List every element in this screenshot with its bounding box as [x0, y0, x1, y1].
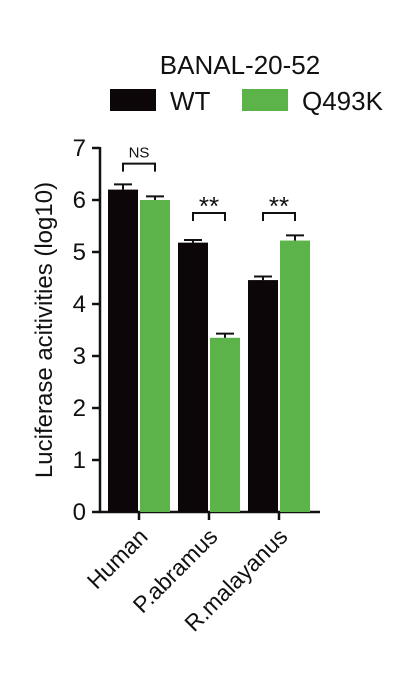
legend-label-q493k: Q493K — [302, 86, 384, 116]
legend-swatch-q493k — [242, 89, 288, 111]
y-tick-label-4: 4 — [73, 291, 86, 318]
error-bars — [114, 183, 304, 338]
significance-label-r-malayanus: ** — [269, 191, 289, 221]
bars — [108, 189, 310, 512]
y-tick-label-0: 0 — [73, 499, 86, 526]
significance-label-human: NS — [129, 145, 150, 162]
y-tick-label-7: 7 — [73, 135, 86, 162]
y-axis: 0 1 2 3 4 5 6 7 — [73, 135, 102, 526]
y-tick-label-2: 2 — [73, 395, 86, 422]
bar-p-abramus-q493k — [210, 337, 240, 512]
y-tick-label-1: 1 — [73, 447, 86, 474]
significance-label-p-abramus: ** — [199, 191, 219, 221]
legend: WT Q493K — [110, 86, 384, 116]
bar-human-wt — [108, 189, 138, 512]
significance-bracket-p-abramus — [192, 212, 226, 221]
y-tick-label-5: 5 — [73, 239, 86, 266]
x-tick-label-human: Human — [82, 523, 153, 594]
significance-brackets: NS ** ** — [122, 145, 296, 221]
significance-bracket-r-malayanus — [262, 212, 296, 221]
y-axis-label: Luciferase acitivities (log10) — [31, 182, 58, 478]
y-tick-label-6: 6 — [73, 187, 86, 214]
chart-title: BANAL-20-52 — [160, 50, 320, 80]
legend-swatch-wt — [110, 89, 156, 111]
x-axis — [99, 510, 320, 520]
significance-bracket-human — [122, 162, 156, 172]
y-tick-label-3: 3 — [73, 343, 86, 370]
bar-r-malayanus-q493k — [280, 240, 310, 512]
bar-human-q493k — [140, 200, 170, 512]
bar-p-abramus-wt — [178, 242, 208, 512]
legend-label-wt: WT — [170, 86, 211, 116]
bar-r-malayanus-wt — [248, 280, 278, 512]
